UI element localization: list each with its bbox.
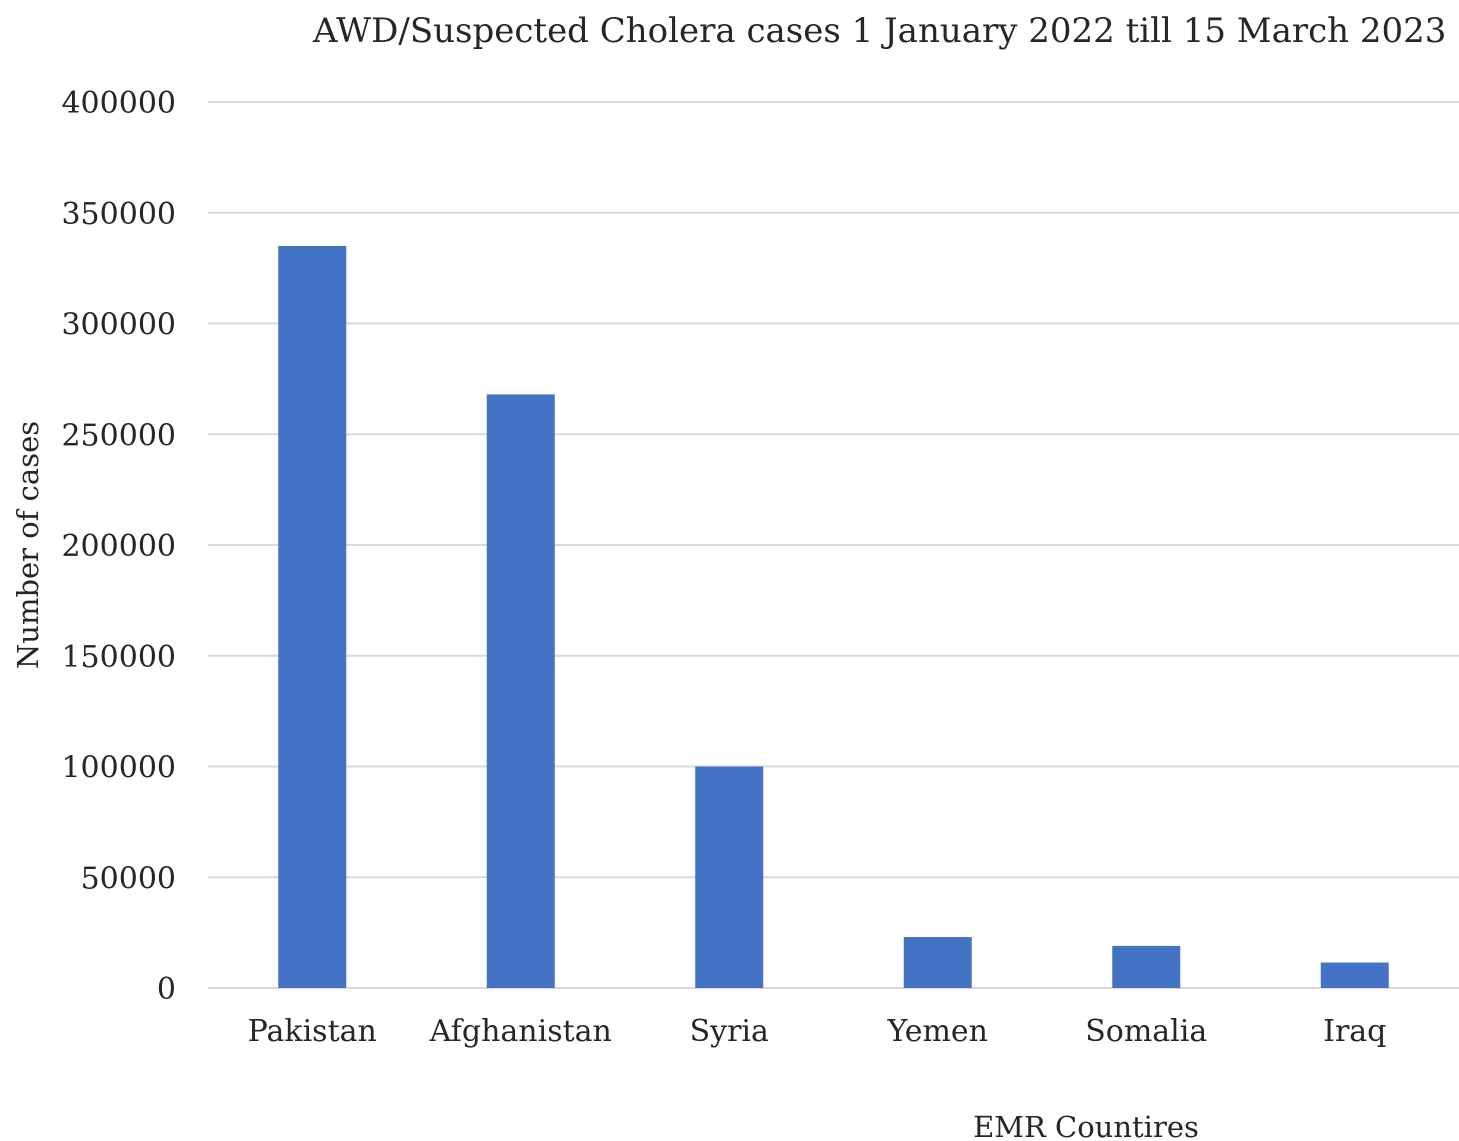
x-tick-label-yemen: Yemen [887,1014,988,1049]
bar-syria [695,766,764,988]
gridlines [208,101,1459,989]
x-axis-categories: Pakistan Afghanistan Syria Yemen Somalia Iraq [248,1014,1387,1049]
bar-iraq [1320,962,1389,988]
y-tick-label-350000: 350000 [61,197,176,232]
x-tick-label-pakistan: Pakistan [248,1014,377,1049]
bar-yemen [903,937,972,988]
y-tick-label-150000: 150000 [61,640,176,675]
bars [278,245,1389,989]
y-tick-label-100000: 100000 [61,751,176,786]
x-tick-label-afghanistan: Afghanistan [429,1014,612,1049]
y-tick-label-400000: 400000 [61,86,176,121]
chart-title: AWD/Suspected Cholera cases 1 January 20… [312,11,1446,51]
x-tick-label-iraq: Iraq [1323,1014,1386,1049]
y-tick-label-300000: 300000 [61,308,176,343]
x-axis-title: EMR Countires [973,1110,1199,1141]
y-tick-label-0: 0 [157,972,176,1007]
bar-pakistan [278,245,347,989]
y-tick-label-250000: 250000 [61,418,176,453]
y-tick-label-200000: 200000 [61,529,176,564]
bar-afghanistan [486,394,555,988]
x-tick-label-syria: Syria [690,1014,769,1049]
y-axis-title: Number of cases [11,421,45,669]
y-axis-ticks: 0 50000 100000 150000 200000 250000 300000 3500… [61,86,176,1007]
bar-somalia [1112,945,1181,988]
x-tick-label-somalia: Somalia [1085,1014,1207,1049]
y-tick-label-50000: 50000 [81,861,176,896]
